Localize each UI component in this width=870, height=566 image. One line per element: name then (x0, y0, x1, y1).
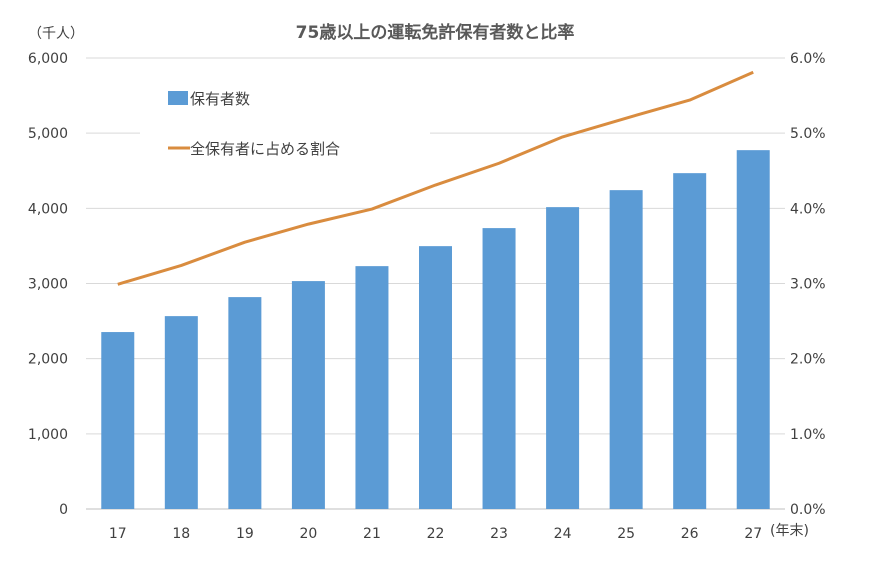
y-axis-left-label: （千人） (28, 26, 84, 42)
y-tick-right: 0.0% (790, 502, 826, 518)
x-tick: 17 (109, 526, 127, 542)
legend: 保有者数 全保有者に占める割合 (140, 74, 430, 174)
x-tick: 24 (554, 526, 572, 542)
y-tick-left: 6,000 (28, 51, 68, 67)
y-tick-left: 0 (59, 502, 68, 518)
bar (483, 228, 516, 509)
bar (673, 173, 706, 509)
x-tick: 20 (299, 526, 317, 542)
x-tick: 23 (490, 526, 508, 542)
bar (419, 246, 452, 509)
x-tick: 27 (744, 526, 762, 542)
y-tick-right: 2.0% (790, 352, 826, 368)
bar (610, 190, 643, 509)
y-tick-left: 2,000 (28, 352, 68, 368)
x-tick: 19 (236, 526, 254, 542)
y-tick-left: 3,000 (28, 277, 68, 293)
legend-bar-swatch (168, 91, 188, 105)
bar (228, 297, 261, 509)
x-axis-label: (年末) (770, 523, 809, 539)
bar (737, 150, 770, 509)
bar (101, 332, 134, 509)
y-tick-right: 5.0% (790, 126, 826, 142)
bar (546, 207, 579, 509)
y-tick-right: 1.0% (790, 427, 826, 443)
x-tick: 22 (427, 526, 445, 542)
y-tick-left: 4,000 (28, 201, 68, 217)
x-tick: 18 (172, 526, 190, 542)
x-tick: 21 (363, 526, 381, 542)
bar (355, 266, 388, 509)
x-tick: 25 (617, 526, 635, 542)
x-tick: 26 (681, 526, 699, 542)
legend-bar-label: 保有者数 (190, 90, 250, 108)
bar (165, 316, 198, 509)
bar (292, 281, 325, 509)
y-tick-right: 4.0% (790, 201, 826, 217)
y-tick-right: 6.0% (790, 51, 826, 67)
legend-line-label: 全保有者に占める割合 (190, 140, 340, 158)
chart-title: 75歳以上の運転免許保有者数と比率 (296, 22, 575, 43)
y-tick-left: 1,000 (28, 427, 68, 443)
y-tick-right: 3.0% (790, 277, 826, 293)
y-tick-left: 5,000 (28, 126, 68, 142)
